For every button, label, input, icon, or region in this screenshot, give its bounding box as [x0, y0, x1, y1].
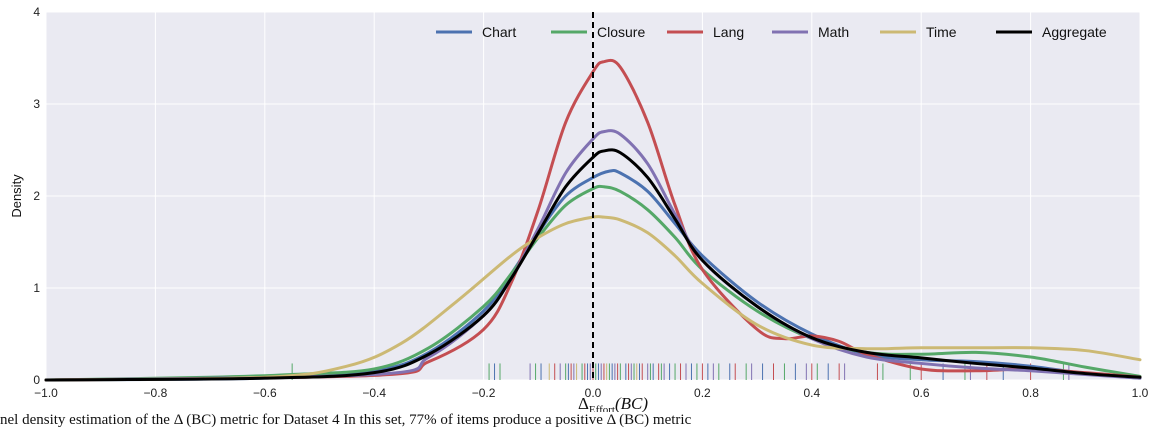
legend-label-lang: Lang [713, 24, 744, 40]
x-tick-label: 1.0 [1132, 386, 1149, 400]
x-tick-labels: −1.0 −0.8 −0.6 −0.4 −0.2 0.0 0.2 0.4 0.6 0.8 1.0 [34, 386, 1149, 400]
x-tick-label: 0.0 [585, 386, 602, 400]
y-axis-title: Density [9, 174, 24, 218]
x-tick-label: −0.8 [144, 386, 168, 400]
legend-label-math: Math [818, 24, 849, 40]
x-tick-label: 0.8 [1022, 386, 1039, 400]
series-line-aggregate [44, 148, 1142, 382]
series-line-lang [44, 58, 1142, 382]
x-tick-label: −1.0 [34, 386, 58, 400]
x-tick-label: 0.6 [913, 386, 930, 400]
legend-label-closure: Closure [597, 24, 645, 40]
legend-label-aggregate: Aggregate [1042, 24, 1107, 40]
y-tick-label: 3 [33, 97, 40, 111]
legend-label-time: Time [926, 24, 957, 40]
y-tick-label: 1 [33, 281, 40, 295]
x-tick-label: −0.6 [253, 386, 277, 400]
x-axis-title: ΔEffort(BC) [578, 394, 648, 412]
y-tick-label: 2 [33, 189, 40, 203]
figure-caption: nel density estimation of the Δ (BC) met… [0, 413, 692, 428]
x-tick-label: 0.2 [694, 386, 711, 400]
series-line-closure [44, 184, 1142, 382]
x-tick-label: −0.2 [472, 386, 496, 400]
y-tick-labels: 0 1 2 3 4 [33, 5, 40, 387]
y-tick-label: 0 [33, 373, 40, 387]
y-tick-label: 4 [33, 5, 40, 19]
legend-label-chart: Chart [482, 24, 516, 40]
x-tick-label: 0.4 [803, 386, 820, 400]
x-tick-label: −0.4 [362, 386, 386, 400]
x-axis-title-delta: Δ [578, 394, 589, 412]
x-axis-title-arg: (BC) [615, 394, 648, 412]
series-line-math [44, 129, 1142, 382]
series-lines [44, 58, 1142, 382]
density-chart: −1.0 −0.8 −0.6 −0.4 −0.2 0.0 0.2 0.4 0.6 0.8 1.0 0… [9, 5, 1149, 412]
series-line-time [44, 215, 1142, 382]
legend: Chart Closure Lang Math Time Aggregate [436, 24, 1107, 40]
x-axis-title-sub: Effort [589, 404, 615, 412]
